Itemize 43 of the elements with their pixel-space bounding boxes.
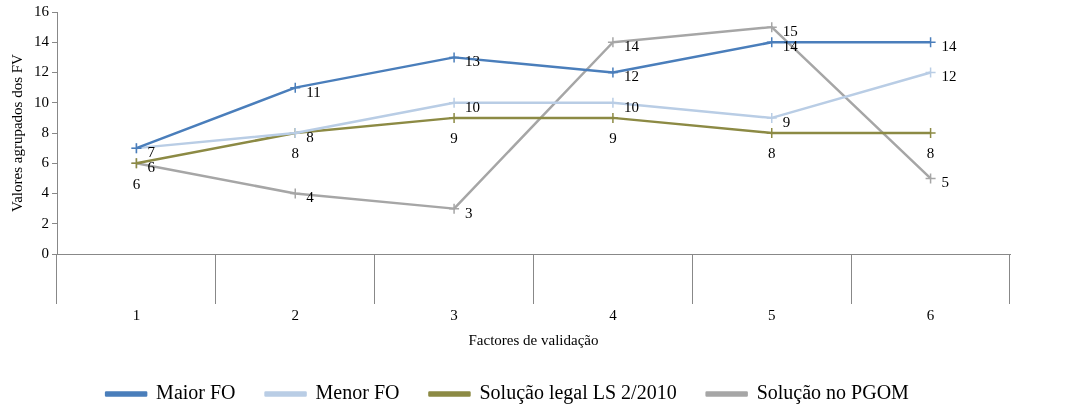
x-tick-label: 4 (609, 306, 618, 323)
x-tick-label: 6 (926, 306, 935, 323)
legend-label: Maior FO (156, 381, 236, 404)
x-tick-label: 1 (132, 306, 141, 323)
data-label: 8 (291, 145, 299, 162)
y-tick-label: 0 (41, 244, 49, 261)
data-label: 15 (782, 23, 798, 40)
data-label: 3 (465, 204, 473, 221)
data-label: 9 (450, 130, 458, 147)
y-tick-label: 12 (34, 63, 49, 80)
y-tick-label: 16 (34, 2, 50, 19)
data-label: 4 (306, 189, 315, 206)
x-tick-label: 5 (768, 306, 776, 323)
data-label: 5 (941, 174, 950, 191)
data-label: 8 (768, 145, 776, 162)
data-label: 14 (941, 38, 958, 55)
y-tick-label: 6 (41, 154, 50, 171)
data-label: 10 (465, 98, 481, 115)
data-label: 11 (306, 83, 321, 100)
y-axis-title: Valores agrupados dos FV (8, 53, 25, 212)
legend-label: Solução legal LS 2/2010 (479, 381, 677, 405)
x-axis-title: Factores de validação (468, 331, 599, 348)
data-label: 7 (147, 144, 156, 161)
data-label: 8 (306, 128, 314, 145)
x-tick-label: 3 (450, 306, 458, 323)
data-label: 14 (623, 38, 640, 55)
x-tick-label: 2 (291, 306, 299, 323)
legend-label: Menor FO (315, 381, 400, 404)
y-tick-label: 8 (41, 123, 49, 140)
data-label: 9 (609, 130, 617, 147)
data-label: 14 (782, 38, 799, 55)
data-label: 6 (147, 159, 156, 176)
legend-label: Solução no PGOM (756, 381, 910, 405)
y-tick-label: 10 (34, 93, 49, 110)
y-tick-label: 14 (34, 33, 50, 50)
y-tick-label: 4 (41, 184, 50, 201)
data-label: 9 (782, 113, 791, 130)
data-label: 8 (926, 145, 935, 162)
y-tick-label: 2 (41, 214, 49, 231)
data-label: 12 (941, 68, 957, 85)
data-label: 12 (623, 68, 639, 85)
data-label: 6 (132, 175, 141, 192)
data-label: 10 (623, 98, 639, 115)
